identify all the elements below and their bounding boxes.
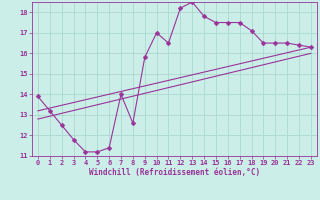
X-axis label: Windchill (Refroidissement éolien,°C): Windchill (Refroidissement éolien,°C) bbox=[89, 168, 260, 177]
